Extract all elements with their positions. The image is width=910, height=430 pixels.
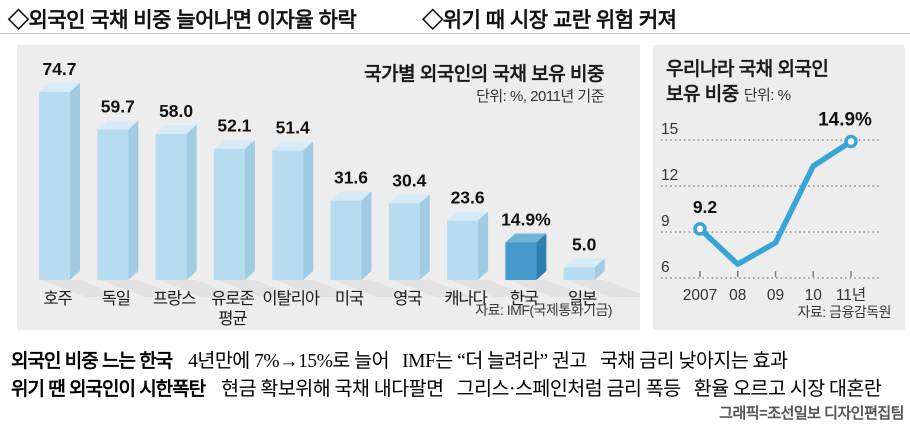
bar-front-미국	[330, 200, 362, 280]
bar-front-이탈리아	[272, 150, 304, 280]
footer-row1-text: 4년만에 7%→15%로 늘어 IMF는 “더 늘려라” 권고 국채 금리 낮아…	[188, 351, 788, 372]
bar-category-label: 유로존	[211, 290, 254, 308]
bar-category-label: 영국	[393, 289, 422, 308]
bar-side-일본	[594, 258, 605, 280]
x-axis-label: 2007	[683, 287, 717, 304]
y-axis-label: 9	[661, 213, 670, 230]
x-axis-label: 09	[767, 287, 784, 304]
bar-category-label: 호주	[43, 289, 72, 308]
bar-category-label: 독일	[102, 289, 130, 308]
bar-side-호주	[70, 82, 80, 280]
bar-shadow	[100, 280, 183, 297]
bar-top-한국	[505, 233, 547, 243]
bar-top-프랑스	[155, 124, 197, 134]
bar-chart-source: 자료: IMF(국제통화기금)	[475, 302, 612, 318]
bar-shadow	[42, 280, 124, 297]
y-axis-label: 6	[661, 259, 670, 276]
bar-category-label: 일본	[568, 289, 597, 308]
bar-category-label: 캐나다	[444, 289, 487, 308]
headline-right: ◇위기 때 시장 교란 위험 커져	[422, 9, 677, 32]
bar-chart-title: 국가별 외국인의 국채 보유 비중	[364, 64, 604, 85]
data-point-marker	[844, 134, 858, 149]
bar-value-label: 30.4	[392, 170, 426, 190]
bar-value-label: 59.7	[101, 97, 135, 117]
bar-front-한국	[505, 242, 537, 280]
header-divider	[0, 33, 910, 34]
bar-top-캐나다	[447, 211, 489, 221]
bar-value-label: 14.9%	[501, 209, 551, 229]
bar-shadow	[508, 280, 591, 297]
bar-value-label: 74.7	[42, 59, 76, 79]
bar-top-영국	[388, 194, 430, 204]
line-chart-title-line1: 우리나라 국채 외국인	[666, 59, 829, 80]
bar-category-label: 미국	[335, 289, 364, 308]
bar-side-프랑스	[186, 124, 197, 280]
bar-top-미국	[330, 191, 372, 201]
graphics-credit: 그래픽=조선일보 디자인편집팀	[719, 405, 904, 422]
headline-left: ◇외국인 국채 비중 늘어나면 이자율 하락	[8, 9, 357, 32]
bar-value-label: 23.6	[451, 188, 485, 208]
line-chart-title: 우리나라 국채 외국인 보유 비중 단위: %	[666, 57, 829, 108]
bar-shadow	[566, 280, 640, 297]
y-axis-label: 12	[661, 167, 678, 184]
bar-side-유로존 평균	[244, 139, 255, 280]
bar-category-label: 이탈리아	[262, 289, 320, 308]
data-point-marker	[693, 222, 707, 236]
line-chart-title-line2: 보유 비중	[666, 84, 739, 105]
bar-category-label: 한국	[510, 290, 539, 308]
footer-row2-lead: 위기 땐 외국인이 시한폭탄	[11, 379, 206, 400]
footer-row-2: 위기 땐 외국인이 시한폭탄 현금 확보위해 국채 내다팔면 그리스·스페인처럼…	[11, 372, 899, 401]
bar-top-호주	[39, 82, 80, 92]
headline-bar: ◇외국인 국채 비중 늘어나면 이자율 하락 ◇위기 때 시장 교란 위험 커져	[8, 4, 902, 34]
bar-shadow	[216, 280, 299, 297]
y-axis-label: 15	[661, 121, 678, 138]
footer-row-1: 외국인 비중 느는 한국 4년만에 7%→15%로 늘어 IMF는 “더 늘려라…	[11, 344, 899, 373]
bar-value-label: 52.1	[217, 116, 251, 136]
bar-top-일본	[563, 258, 605, 268]
point-value-label: 14.9%	[818, 110, 872, 131]
point-value-label: 9.2	[693, 197, 718, 217]
bar-category-label: 프랑스	[153, 289, 196, 308]
bar-front-독일	[97, 129, 129, 280]
bar-side-미국	[361, 191, 372, 280]
bar-front-유로존 평균	[213, 148, 245, 280]
x-axis-label: 08	[729, 287, 746, 304]
footer-row2-text: 현금 확보위해 국채 내다팔면 그리스·스페인처럼 금리 폭등 환율 오르고 시…	[221, 379, 882, 400]
bar-front-호주	[39, 91, 70, 280]
footer-row1-lead: 외국인 비중 느는 한국	[11, 351, 173, 372]
bar-chart-panel: 74.7 호주 59.7 독일 58.0 프랑스 52.1 유로존 평균 51.4 이탈리아 31.6…	[17, 45, 640, 330]
bar-side-캐나다	[478, 211, 489, 280]
bar-front-프랑스	[155, 133, 187, 280]
bar-shadow	[450, 280, 533, 297]
bar-top-유로존 평균	[213, 139, 255, 149]
line-chart-source: 자료: 금융감독원	[797, 304, 892, 320]
bar-shadow	[158, 280, 241, 297]
bar-side-영국	[419, 194, 430, 280]
bar-top-독일	[97, 120, 139, 130]
line-chart-panel: 15 12 9 6 2007 08 09 10 11년 9.2 14.9% 우리나라 국채 외국인 …	[653, 45, 905, 330]
bar-front-캐나다	[447, 220, 479, 280]
bar-value-label: 51.4	[276, 117, 310, 137]
bar-front-영국	[388, 203, 420, 280]
bar-side-독일	[128, 120, 139, 280]
line-chart-svg: 15 12 9 6 2007 08 09 10 11년 9.2 14.9%	[661, 110, 879, 304]
x-axis-label: 11년	[836, 286, 866, 304]
bar-value-label: 31.6	[334, 167, 368, 187]
bar-top-이탈리아	[272, 141, 314, 151]
bar-category-label: 평균	[218, 309, 247, 328]
bar-shadow	[275, 280, 358, 297]
bar-chart-unit-label: 단위: %, 2011년 기준	[476, 88, 604, 105]
data-line	[697, 138, 854, 267]
bar-side-이탈리아	[303, 141, 314, 280]
bar-shadow	[333, 280, 416, 297]
bar-side-한국	[536, 233, 547, 280]
bar-value-label: 5.0	[572, 234, 597, 254]
bar-front-일본	[563, 267, 595, 280]
bar-shadow	[391, 280, 474, 297]
bar-value-label: 58.0	[159, 101, 193, 121]
line-chart-unit-label: 단위: %	[743, 87, 791, 104]
x-axis-label: 10	[805, 287, 823, 304]
